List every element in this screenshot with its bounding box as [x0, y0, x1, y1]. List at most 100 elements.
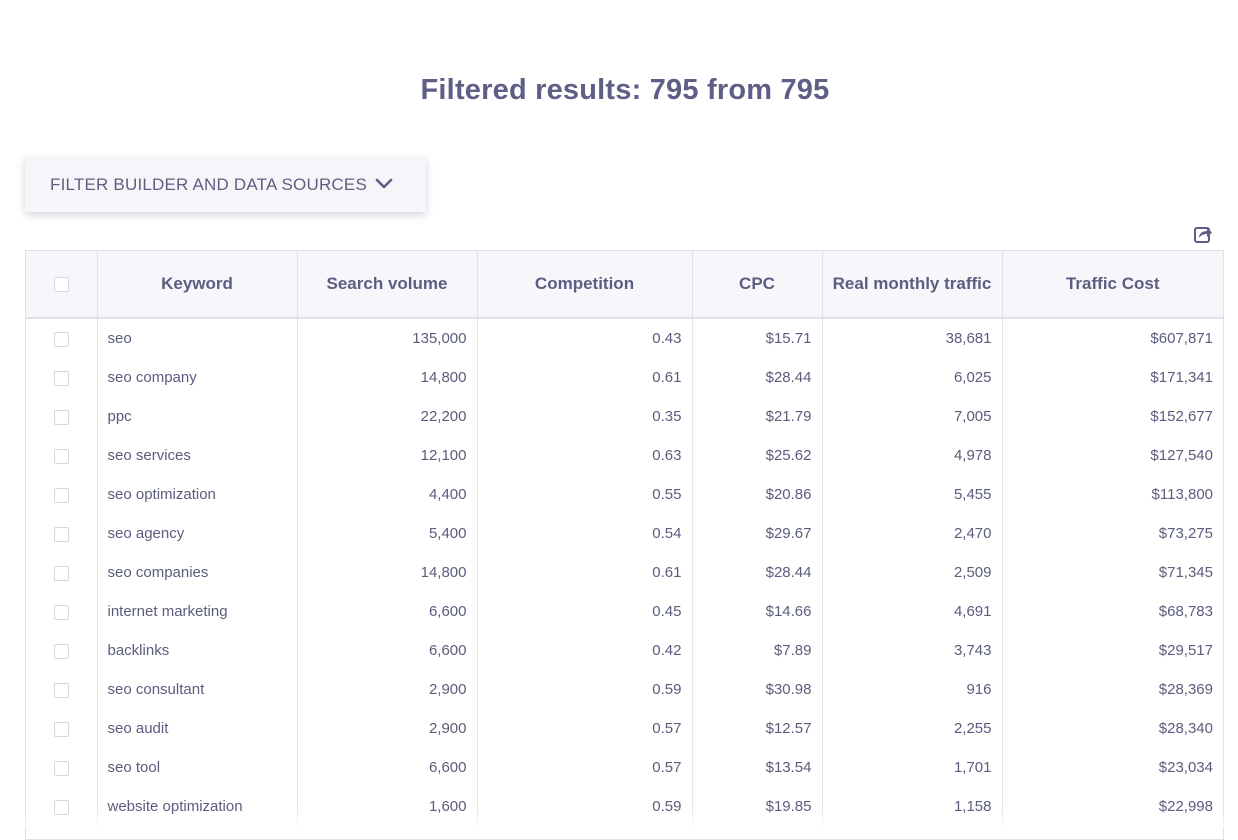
- column-header-real-monthly-traffic[interactable]: Real monthly traffic: [822, 251, 1003, 319]
- column-header-search-volume[interactable]: Search volume: [297, 251, 478, 319]
- keyword-cell: seo company: [97, 358, 298, 397]
- cpc-cell: $19.85: [692, 787, 823, 826]
- filter-builder-label: FILTER BUILDER AND DATA SOURCES: [50, 174, 367, 194]
- real-monthly-traffic-cell: 38,681: [822, 318, 1003, 358]
- keyword-cell: seo audit: [97, 709, 298, 748]
- real-monthly-traffic-cell: 7,005: [822, 397, 1003, 436]
- real-monthly-traffic-cell: 5,455: [822, 475, 1003, 514]
- keyword-cell: seo agency: [97, 514, 298, 553]
- search-volume-cell: 6,600: [297, 748, 478, 787]
- row-select-cell: [26, 670, 98, 709]
- table-row: seo services 12,100 0.63 $25.62 4,978 $127,54…: [26, 436, 1223, 475]
- competition-cell: 0.55: [477, 475, 693, 514]
- cpc-cell: $25.62: [692, 436, 823, 475]
- select-all-cell: [26, 251, 98, 319]
- search-volume-cell: 2,900: [297, 709, 478, 748]
- traffic-cost-cell: $29,517: [1158, 642, 1213, 659]
- traffic-cost-cell: $113,800: [1151, 486, 1213, 503]
- row-checkbox[interactable]: [53, 643, 69, 659]
- table-header-row: Keyword Search volume Competition CPC Re…: [26, 251, 1223, 319]
- competition-cell: 0.59: [477, 787, 693, 826]
- column-header-competition[interactable]: Competition: [477, 251, 693, 319]
- keyword-cell: seo companies: [97, 553, 298, 592]
- table-row: ppc 22,200 0.35 $21.79 7,005 $152,677: [26, 397, 1223, 436]
- row-checkbox[interactable]: [53, 604, 69, 620]
- row-select-cell: [26, 631, 98, 670]
- select-all-checkbox[interactable]: [53, 277, 69, 293]
- competition-cell: 0.57: [477, 709, 693, 748]
- row-checkbox[interactable]: [53, 721, 69, 737]
- column-header-keyword[interactable]: Keyword: [97, 251, 298, 319]
- row-select-cell: [26, 318, 98, 358]
- table-row: seo 135,000 0.43 $15.71 38,681 $607,871: [26, 318, 1223, 358]
- cpc-cell: $20.86: [692, 475, 823, 514]
- row-checkbox[interactable]: [53, 409, 69, 425]
- row-select-cell: [26, 709, 98, 748]
- row-checkbox[interactable]: [53, 526, 69, 542]
- search-volume-cell: 22,200: [297, 397, 478, 436]
- page-title: Filtered results: 795 from 795: [420, 74, 830, 106]
- cpc-cell: $7.89: [692, 631, 823, 670]
- traffic-cost-cell: $23,034: [1158, 759, 1213, 776]
- row-select-cell: [26, 553, 98, 592]
- row-select-cell: [26, 514, 98, 553]
- keyword-cell: backlinks: [97, 631, 298, 670]
- row-checkbox[interactable]: [53, 487, 69, 503]
- table-row: seo tool 6,600 0.57 $13.54 1,701 $23,034: [26, 748, 1223, 787]
- search-volume-cell: 6,600: [297, 631, 478, 670]
- table-row: internet marketing 6,600 0.45 $14.66 4,691 $6…: [26, 592, 1223, 631]
- table-row: seo audit 2,900 0.57 $12.57 2,255 $28,340: [26, 709, 1223, 748]
- export-icon[interactable]: [1194, 224, 1213, 243]
- real-monthly-traffic-cell: 1,158: [822, 787, 1003, 826]
- row-checkbox[interactable]: [53, 370, 69, 386]
- real-monthly-traffic-cell: 4,691: [822, 592, 1003, 631]
- column-header-traffic-cost[interactable]: Traffic Cost: [1002, 251, 1223, 319]
- competition-cell: 0.45: [477, 592, 693, 631]
- real-monthly-traffic-cell: 2,509: [822, 553, 1003, 592]
- column-header-cpc[interactable]: CPC: [692, 251, 823, 319]
- traffic-cost-cell: $152,677: [1150, 408, 1213, 425]
- real-monthly-traffic-cell: 3,743: [822, 631, 1003, 670]
- cpc-cell: $30.98: [692, 670, 823, 709]
- search-volume-cell: 5,400: [297, 514, 478, 553]
- table-row: seo companies 14,800 0.61 $28.44 2,509 $71,34…: [26, 553, 1223, 592]
- competition-cell: 0.54: [477, 514, 693, 553]
- search-volume-cell: 14,800: [297, 358, 478, 397]
- keyword-cell: ppc: [97, 397, 298, 436]
- traffic-cost-cell: $22,998: [1158, 798, 1213, 815]
- row-select-cell: [26, 358, 98, 397]
- row-checkbox[interactable]: [53, 331, 69, 347]
- competition-cell: 0.59: [477, 670, 693, 709]
- table-row: backlinks 6,600 0.42 $7.89 3,743 $29,517: [26, 631, 1223, 670]
- chevron-down-icon: [375, 178, 393, 189]
- row-checkbox[interactable]: [53, 448, 69, 464]
- real-monthly-traffic-cell: 2,470: [822, 514, 1003, 553]
- table-row: seo optimization 4,400 0.55 $20.86 5,455 $113…: [26, 475, 1223, 514]
- cpc-cell: $28.44: [692, 553, 823, 592]
- row-checkbox[interactable]: [53, 682, 69, 698]
- keyword-cell: website optimization: [97, 787, 298, 826]
- cpc-cell: $12.57: [692, 709, 823, 748]
- competition-cell: 0.43: [477, 318, 693, 358]
- competition-cell: 0.61: [477, 553, 693, 592]
- row-checkbox[interactable]: [53, 565, 69, 581]
- traffic-cost-cell: $171,341: [1150, 369, 1213, 386]
- competition-cell: 0.42: [477, 631, 693, 670]
- keyword-cell: seo optimization: [97, 475, 298, 514]
- filter-builder-toggle[interactable]: FILTER BUILDER AND DATA SOURCES: [25, 157, 426, 212]
- row-select-cell: [26, 748, 98, 787]
- row-select-cell: [26, 475, 98, 514]
- row-select-cell: [26, 436, 98, 475]
- keyword-cell: seo consultant: [97, 670, 298, 709]
- keyword-cell: internet marketing: [97, 592, 298, 631]
- row-checkbox[interactable]: [53, 760, 69, 776]
- real-monthly-traffic-cell: 6,025: [822, 358, 1003, 397]
- competition-cell: 0.57: [477, 748, 693, 787]
- search-volume-cell: 2,900: [297, 670, 478, 709]
- cpc-cell: $28.44: [692, 358, 823, 397]
- search-volume-cell: 14,800: [297, 553, 478, 592]
- search-volume-cell: 135,000: [297, 318, 478, 358]
- row-select-cell: [26, 592, 98, 631]
- row-checkbox[interactable]: [53, 799, 69, 815]
- table-row: seo company 14,800 0.61 $28.44 6,025 $171,341: [26, 358, 1223, 397]
